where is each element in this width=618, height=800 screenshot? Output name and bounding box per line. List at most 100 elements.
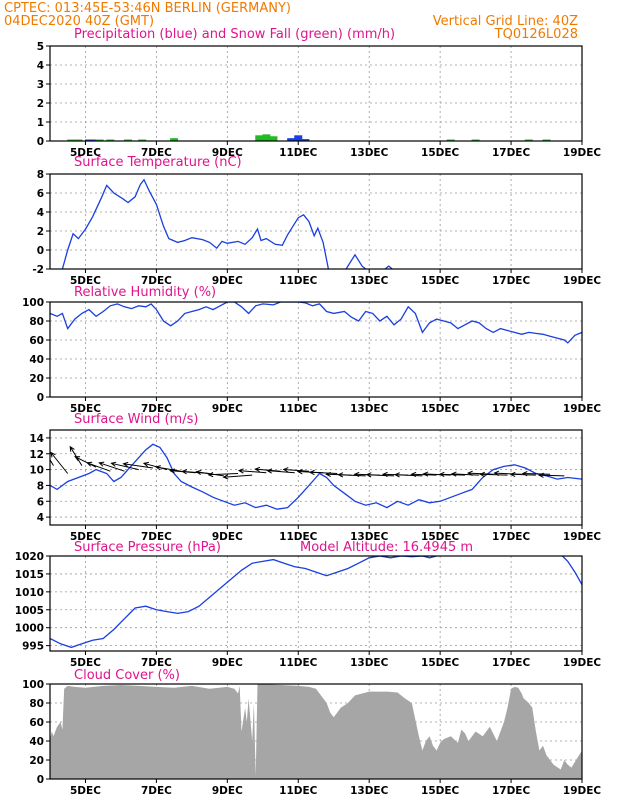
- pressure-xtick-label: 7DEC: [141, 657, 172, 669]
- cloud-ytick-label: 40: [29, 736, 44, 748]
- cloud-ytick-label: 20: [29, 755, 44, 767]
- wind-vector-arrow: [237, 468, 267, 474]
- precip-xtick-label: 15DEC: [421, 147, 460, 159]
- cloud-panel: 0 20 40 60 80 100 5DEC 7DEC 9DEC 11DEC 13DEC 15DEC 1…: [22, 679, 601, 797]
- humidity-series-line: [50, 302, 582, 344]
- pressure-series-line: [50, 556, 437, 649]
- cloud-frame: [49, 683, 583, 780]
- wind-vector-arrow: [337, 472, 366, 478]
- pressure-model-altitude: Model Altitude: 16.4945 m: [300, 540, 473, 555]
- precip-xtick-label: 7DEC: [141, 147, 172, 159]
- precip-bar: [524, 139, 533, 141]
- pressure-ytick-label: 1015: [15, 569, 44, 581]
- pressure-ytick-label: 995: [22, 641, 44, 653]
- precip-panel: 0 1 2 3 4 5 5DEC 7DEC 9DEC 11DEC 13DEC 15DEC 17DEC 19…: [37, 41, 602, 159]
- pressure-xtick-label: 11DEC: [279, 657, 318, 669]
- pressure-xtick-label: 13DEC: [350, 657, 389, 669]
- humidity-xtick-label: 15DEC: [421, 403, 460, 415]
- precip-xtick-label: 9DEC: [212, 147, 243, 159]
- pressure-title: Surface Pressure (hPa): [74, 540, 221, 555]
- cloud-ytick-label: 80: [29, 698, 44, 710]
- precip-ytick-label: 4: [37, 60, 44, 72]
- cloud-title: Cloud Cover (%): [74, 668, 180, 683]
- pressure-ytick-label: 1000: [15, 623, 44, 635]
- pressure-xtick-label: 17DEC: [492, 657, 531, 669]
- temp-xtick-label: 9DEC: [212, 275, 243, 287]
- humidity-xtick-label: 7DEC: [141, 403, 172, 415]
- temp-data: [61, 178, 393, 269]
- wind-ytick-label: 14: [29, 433, 44, 445]
- precip-ytick-label: 2: [37, 98, 44, 110]
- humidity-ytick-label: 80: [29, 316, 44, 328]
- precip-xtick-label: 17DEC: [492, 147, 531, 159]
- wind-xtick-label: 11DEC: [279, 531, 318, 543]
- wind-vector-arrow: [86, 461, 111, 472]
- temp-xtick-label: 7DEC: [141, 275, 172, 287]
- wind-vector-arrow: [110, 461, 139, 471]
- precip-bar: [106, 139, 115, 141]
- wind-xtick-label: 19DEC: [563, 531, 602, 543]
- cloud-xtick-label: 11DEC: [279, 785, 318, 797]
- pressure-series-line: [562, 556, 582, 586]
- precip-bar: [124, 139, 133, 141]
- wind-xtick-label: 13DEC: [350, 531, 389, 543]
- wind-vector-arrow: [365, 472, 395, 478]
- precip-ytick-label: 3: [37, 79, 44, 91]
- header-date: 04DEC2020 40Z (GMT): [4, 14, 154, 29]
- precip-bar: [74, 139, 83, 141]
- wind-ytick-label: 6: [37, 496, 44, 508]
- pressure-xtick-label: 19DEC: [563, 657, 602, 669]
- humidity-ytick-label: 20: [29, 373, 44, 385]
- precip-data: [67, 134, 551, 141]
- cloud-xtick-label: 7DEC: [141, 785, 172, 797]
- wind-vector-arrow: [154, 465, 182, 472]
- precip-xtick-label: 13DEC: [350, 147, 389, 159]
- pressure-xtick-label: 15DEC: [421, 657, 460, 669]
- temp-ytick-label: 2: [37, 226, 44, 238]
- wind-vector-arrow: [509, 471, 536, 478]
- humidity-xtick-label: 19DEC: [563, 403, 602, 415]
- cloud-xtick-label: 9DEC: [212, 785, 243, 797]
- wind-vector-arrow: [222, 474, 253, 480]
- wind-ytick-label: 8: [37, 480, 44, 492]
- temp-series-line: [61, 178, 330, 269]
- precip-bar: [446, 139, 455, 141]
- precip-frame: [49, 45, 583, 142]
- temp-xtick-label: 19DEC: [563, 275, 602, 287]
- wind-frame: [49, 429, 583, 526]
- wind-xtick-label: 9DEC: [212, 531, 243, 543]
- precip-bar: [287, 138, 296, 141]
- precip-ytick-label: 5: [37, 41, 44, 53]
- precip-bar: [170, 138, 179, 141]
- temp-ytick-label: 6: [37, 188, 44, 200]
- wind-vector-arrow: [50, 451, 69, 474]
- precip-title: Precipitation (blue) and Snow Fall (gree…: [74, 27, 395, 42]
- humidity-data: [50, 302, 582, 344]
- pressure-ytick-label: 1010: [15, 587, 44, 599]
- humidity-ytick-label: 100: [22, 297, 44, 309]
- precip-bar: [262, 134, 271, 141]
- temp-xtick-label: 15DEC: [421, 275, 460, 287]
- temp-xtick-label: 17DEC: [492, 275, 531, 287]
- precip-bar: [269, 136, 278, 141]
- temp-ytick-label: 0: [37, 245, 44, 257]
- header-model-code: TQ0126L028: [494, 27, 578, 42]
- precip-bar: [138, 139, 147, 141]
- temp-ytick-label: 4: [37, 207, 44, 219]
- cloud-ytick-label: 100: [22, 679, 44, 691]
- cloud-xtick-label: 5DEC: [70, 785, 101, 797]
- wind-ytick-label: 4: [37, 512, 44, 524]
- temp-xtick-label: 13DEC: [350, 275, 389, 287]
- cloud-ytick-label: 60: [29, 717, 44, 729]
- precip-bar: [471, 139, 480, 141]
- temp-ytick-label: -2: [32, 264, 44, 276]
- humidity-xtick-label: 13DEC: [350, 403, 389, 415]
- wind-vector-arrow: [521, 471, 551, 477]
- pressure-ytick-label: 1005: [15, 605, 44, 617]
- wind-ytick-label: 10: [29, 465, 44, 477]
- humidity-xtick-label: 11DEC: [279, 403, 318, 415]
- temp-series-line: [345, 253, 367, 269]
- temp-xtick-label: 5DEC: [70, 275, 101, 287]
- precip-ytick-label: 0: [37, 136, 44, 148]
